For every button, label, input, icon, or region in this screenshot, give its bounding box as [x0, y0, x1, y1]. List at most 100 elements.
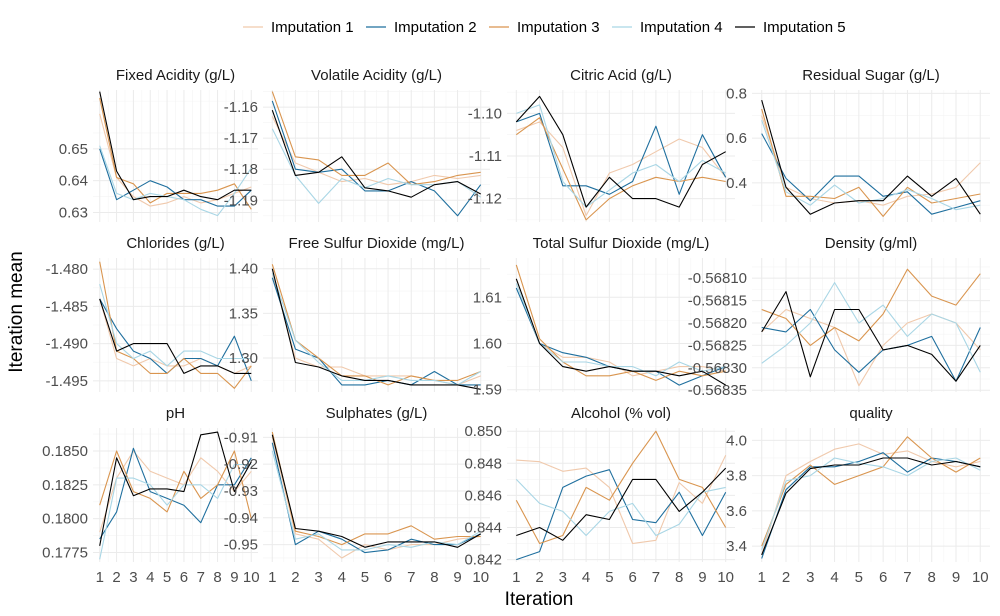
y-tick-label: -0.93 — [224, 483, 258, 500]
y-tick-label: -0.91 — [224, 429, 258, 446]
series-line-imputation-1 — [99, 113, 252, 207]
x-tick-label: 10 — [972, 569, 989, 586]
series-line-imputation-5 — [761, 99, 981, 215]
series-line-imputation-5 — [515, 95, 726, 208]
series-line-imputation-1 — [761, 115, 981, 206]
x-axis-title: Iteration — [505, 589, 574, 610]
series-line-imputation-2 — [516, 469, 727, 561]
y-tick-label: 0.1825 — [42, 477, 88, 494]
legend-item-2: Imputation 2 — [366, 19, 477, 36]
y-tick-label: -0.92 — [224, 456, 258, 473]
x-tick-label: 10 — [717, 569, 734, 586]
series-line-imputation-3 — [761, 108, 981, 217]
y-tick-label: -1.12 — [468, 191, 502, 208]
x-tick-label: 1 — [96, 569, 104, 586]
series-line-imputation-5 — [516, 467, 727, 541]
y-tick-label: 0.63 — [59, 204, 88, 221]
y-tick-label: -1.18 — [224, 161, 258, 178]
y-tick-label: 0.1775 — [42, 545, 88, 562]
y-tick-label: 0.6 — [726, 130, 747, 147]
series-line-imputation-4 — [271, 273, 481, 386]
y-tick-label: 0.4 — [726, 175, 747, 192]
panel-title: Density (g/ml) — [825, 235, 918, 252]
y-tick-label: 4.0 — [726, 432, 747, 449]
x-tick-label: 3 — [129, 569, 137, 586]
x-tick-label: 7 — [197, 569, 205, 586]
series-line-imputation-3 — [761, 436, 981, 547]
y-tick-label: 1.35 — [229, 305, 258, 322]
x-tick-label: 6 — [384, 569, 392, 586]
legend-label: Imputation 1 — [271, 19, 354, 36]
series-line-imputation-4 — [99, 145, 252, 217]
series-line-imputation-3 — [271, 91, 481, 186]
x-tick-label: 2 — [112, 569, 120, 586]
x-tick-label: 5 — [605, 569, 613, 586]
panel-title: Total Sulfur Dioxide (mg/L) — [533, 235, 710, 252]
series-line-imputation-5 — [761, 291, 981, 382]
panel-title: Free Sulfur Dioxide (mg/L) — [289, 235, 465, 252]
series-line-imputation-3 — [271, 431, 481, 546]
panel-title: Alcohol (% vol) — [571, 405, 671, 422]
legend-item-4: Imputation 4 — [612, 19, 723, 36]
series-line-imputation-5 — [761, 457, 981, 556]
y-tick-label: 1.59 — [473, 382, 502, 399]
panel-12: quality 3.4 3.6 3.8 4.0 1 2 3 4 5 6 7 8 9 10 — [726, 405, 990, 586]
y-tick-label: -0.56815 — [688, 293, 747, 310]
series-line-imputation-2 — [99, 447, 252, 540]
y-tick-label: 0.846 — [464, 487, 502, 504]
x-tick-label: 3 — [806, 569, 814, 586]
series-line-imputation-3 — [761, 268, 981, 346]
y-tick-label: -0.56830 — [688, 360, 747, 377]
x-tick-label: 7 — [407, 569, 415, 586]
series-line-imputation-1 — [516, 455, 727, 545]
series-line-imputation-1 — [271, 116, 481, 186]
series-line-imputation-2 — [761, 133, 981, 215]
series-line-imputation-2 — [271, 100, 482, 217]
x-tick-label: 6 — [628, 569, 636, 586]
y-axis-title: Iteration mean — [6, 251, 27, 372]
x-tick-label: 7 — [903, 569, 911, 586]
legend-item-3: Imputation 3 — [489, 19, 600, 36]
y-tick-label: -1.19 — [224, 192, 258, 209]
panel-8: Density (g/ml) -0.56835 -0.56830 -0.56825 -0… — [688, 235, 990, 399]
x-tick-label: 3 — [559, 569, 567, 586]
series-line-imputation-4 — [515, 283, 726, 377]
series-line-imputation-3 — [99, 261, 252, 389]
series-line-imputation-2 — [271, 277, 481, 386]
panel-7: Total Sulfur Dioxide (mg/L) 1.59 1.60 1.61 — [473, 235, 735, 399]
y-tick-label: -1.480 — [45, 261, 88, 278]
y-tick-label: 0.842 — [464, 552, 502, 569]
y-tick-label: 0.1800 — [42, 511, 88, 528]
series-line-imputation-5 — [99, 298, 252, 374]
legend-label: Imputation 3 — [517, 19, 600, 36]
series-line-imputation-1 — [516, 121, 727, 217]
x-tick-label: 9 — [698, 569, 706, 586]
y-tick-label: -0.56810 — [688, 270, 747, 287]
x-tick-label: 2 — [535, 569, 543, 586]
panel-1: Fixed Acidity (g/L) 0.63 0.64 0.65 — [59, 67, 258, 222]
panel-4: Residual Sugar (g/L) 0.4 0.6 0.8 — [726, 67, 990, 222]
y-tick-label: 0.844 — [464, 519, 502, 536]
series-line-imputation-3 — [515, 430, 727, 545]
panel-6: Free Sulfur Dioxide (mg/L) 1.30 1.35 1.40 — [229, 235, 490, 392]
series-line-imputation-5 — [515, 278, 726, 386]
panel-title: Citric Acid (g/L) — [570, 67, 672, 84]
x-tick-label: 8 — [928, 569, 936, 586]
x-tick-label: 4 — [146, 569, 154, 586]
panel-10: Sulphates (g/L) -0.95 -0.94 -0.93 -0.92 -0.91… — [224, 405, 490, 586]
x-tick-label: 5 — [361, 569, 369, 586]
panel-3: Citric Acid (g/L) -1.12 -1.11 -1.10 — [468, 67, 735, 222]
panel-title: Fixed Acidity (g/L) — [116, 67, 235, 84]
x-tick-label: 8 — [430, 569, 438, 586]
panel-title: Residual Sugar (g/L) — [802, 67, 940, 84]
legend-label: Imputation 2 — [394, 19, 477, 36]
y-tick-label: 3.6 — [726, 503, 747, 520]
panel-title: pH — [166, 405, 185, 422]
y-tick-label: 0.848 — [464, 455, 502, 472]
y-tick-label: 1.40 — [229, 261, 258, 278]
y-tick-label: 3.8 — [726, 468, 747, 485]
y-tick-label: -0.56820 — [688, 315, 747, 332]
series-line-imputation-3 — [99, 450, 252, 519]
x-tick-label: 6 — [879, 569, 887, 586]
